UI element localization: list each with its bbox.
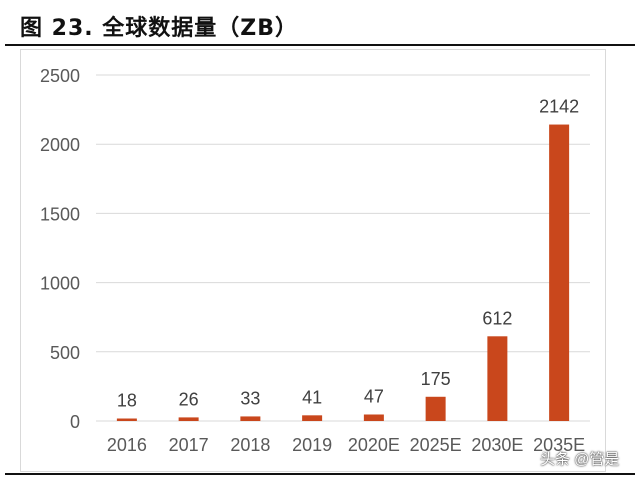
- x-tick-label: 2025E: [410, 435, 462, 455]
- bar: [178, 417, 199, 421]
- x-tick-label: 2018: [230, 435, 270, 455]
- data-label: 47: [364, 386, 384, 406]
- data-label: 612: [482, 308, 512, 328]
- bottom-rule: [5, 473, 635, 475]
- bar: [549, 124, 570, 421]
- bar: [302, 415, 323, 421]
- y-tick-label: 1500: [40, 204, 80, 224]
- data-label: 26: [179, 389, 199, 409]
- y-tick-label: 500: [50, 343, 80, 363]
- data-label: 33: [240, 388, 260, 408]
- y-tick-label: 0: [70, 412, 80, 432]
- x-tick-label: 2020E: [348, 435, 400, 455]
- figure-title: 图 23. 全球数据量（ZB）: [20, 16, 299, 41]
- data-label: 18: [117, 391, 137, 411]
- chart-frame: [20, 49, 606, 472]
- top-rule: [5, 44, 635, 46]
- bar: [116, 418, 137, 421]
- x-tick-label: 2016: [107, 435, 147, 455]
- x-tick-label: 2017: [169, 435, 209, 455]
- bar: [240, 416, 261, 421]
- y-tick-label: 2500: [40, 66, 80, 86]
- data-label: 175: [421, 369, 451, 389]
- x-tick-label: 2030E: [471, 435, 523, 455]
- bar: [487, 336, 508, 421]
- x-tick-label: 2019: [292, 435, 332, 455]
- data-label: 2142: [539, 97, 579, 117]
- x-tick-label: 2035E: [533, 435, 585, 455]
- y-tick-label: 2000: [40, 135, 80, 155]
- bar: [363, 414, 384, 421]
- watermark: 头条 @管是: [540, 451, 620, 468]
- y-tick-label: 1000: [40, 274, 80, 294]
- bar: [425, 396, 446, 421]
- data-label: 41: [302, 387, 322, 407]
